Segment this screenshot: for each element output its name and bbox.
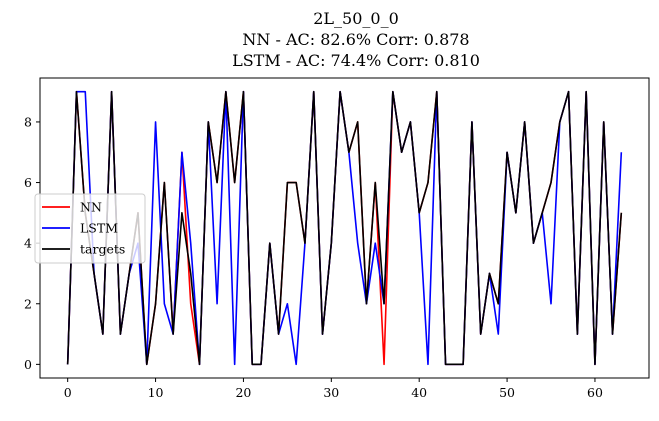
legend-label-targets: targets (80, 242, 125, 257)
legend: NN LSTM targets (34, 193, 146, 264)
chart-title: 2L_50_0_0 NN - AC: 82.6% Corr: 0.878 LST… (232, 9, 480, 70)
y-tick-label: 4 (24, 236, 32, 251)
legend-label-lstm: LSTM (80, 221, 118, 236)
y-tick-label: 6 (24, 175, 32, 190)
x-tick-label: 40 (411, 385, 427, 400)
y-tick-label: 2 (24, 296, 32, 311)
chart-subtitle-lstm: LSTM - AC: 74.4% Corr: 0.810 (232, 51, 480, 70)
series-group (66, 90, 623, 366)
x-tick-label: 60 (587, 385, 603, 400)
x-tick-label: 30 (323, 385, 339, 400)
chart-title-line: 2L_50_0_0 (313, 9, 399, 28)
y-tick-label: 8 (24, 114, 32, 129)
chart-subtitle-nn: NN - AC: 82.6% Corr: 0.878 (242, 30, 469, 49)
legend-box (34, 193, 146, 264)
x-tick-label: 50 (499, 385, 515, 400)
x-tick-label: 20 (235, 385, 251, 400)
legend-label-nn: NN (80, 200, 102, 215)
y-tick-label: 0 (24, 357, 32, 372)
x-tick-label: 10 (148, 385, 164, 400)
series-line-targets (66, 90, 623, 366)
x-axis: 0 10 20 30 40 50 60 (64, 378, 603, 400)
x-tick-label: 0 (64, 385, 72, 400)
